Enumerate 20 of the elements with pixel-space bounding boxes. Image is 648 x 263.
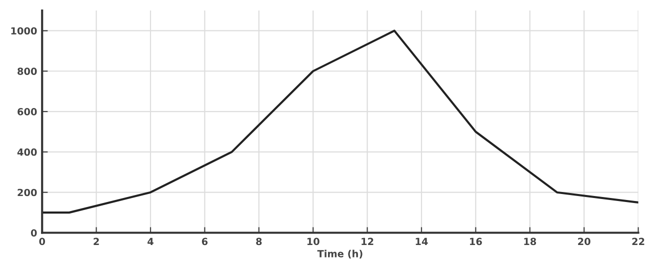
x-axis-title: Time (h)	[317, 250, 362, 258]
x-tick-label: 6	[202, 238, 208, 246]
x-tick-label: 8	[256, 238, 262, 246]
y-tick-label: 1000	[11, 27, 37, 35]
x-tick-label: 0	[39, 238, 46, 246]
x-tick-label: 20	[578, 238, 590, 246]
x-tick-label: 16	[470, 238, 482, 246]
x-tick-label: 22	[632, 238, 644, 246]
x-tick-label: 10	[307, 238, 320, 246]
x-tick-label: 2	[94, 238, 99, 246]
y-tick-label: 400	[17, 148, 37, 156]
y-tick-label: 0	[30, 229, 37, 237]
x-tick-label: 18	[524, 238, 536, 246]
y-tick-label: 800	[18, 68, 37, 75]
y-tick-label: 600	[18, 108, 37, 116]
line-series	[42, 30, 638, 214]
x-tick-label: 12	[362, 238, 374, 246]
x-tick-label: 4	[148, 238, 154, 246]
y-tick-label: 200	[18, 188, 37, 196]
x-tick-label: 14	[416, 238, 428, 246]
